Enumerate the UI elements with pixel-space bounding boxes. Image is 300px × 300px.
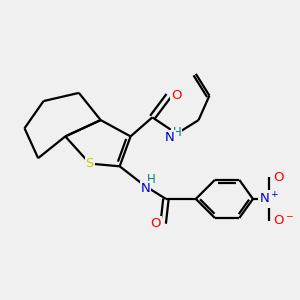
Text: O: O <box>171 89 182 102</box>
Text: N: N <box>141 182 150 195</box>
Text: O$^-$: O$^-$ <box>273 214 294 227</box>
Text: O: O <box>150 217 160 230</box>
Text: S: S <box>85 157 94 170</box>
Text: N$^+$: N$^+$ <box>259 191 280 207</box>
Text: H: H <box>172 126 181 139</box>
Text: N: N <box>165 131 175 144</box>
Text: O: O <box>273 171 284 184</box>
Text: H: H <box>147 173 155 186</box>
